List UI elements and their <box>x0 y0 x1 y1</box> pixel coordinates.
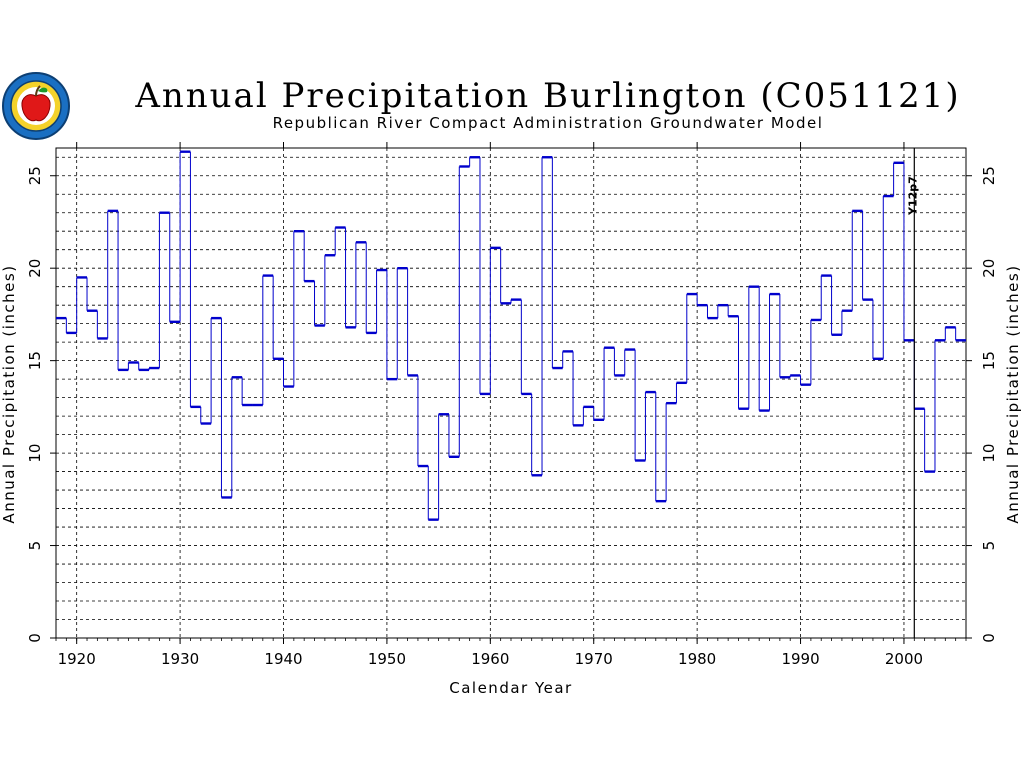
x-axis-label: Calendar Year <box>449 679 572 697</box>
y-tick-label-left: 10 <box>26 444 44 463</box>
marker-line-label: Y12p7 <box>906 176 919 216</box>
x-tick-label: 2000 <box>885 650 923 668</box>
x-tick-label: 1940 <box>264 650 302 668</box>
y-tick-label-right: 0 <box>980 633 998 643</box>
y-tick-label-left: 20 <box>26 259 44 278</box>
y-axis-label-right: Annual Precipitation (inches) <box>1004 264 1022 523</box>
y-axis-label-left: Annual Precipitation (inches) <box>0 264 18 523</box>
series-layer <box>56 150 966 521</box>
plot-frame <box>55 147 967 639</box>
y-tick-label-left: 15 <box>26 351 44 370</box>
y-tick-label-left: 5 <box>26 541 44 551</box>
rrca-logo <box>2 72 70 140</box>
y-tick-label-left: 25 <box>26 166 44 185</box>
chart-title: Annual Precipitation Burlington (C051121… <box>134 76 960 116</box>
x-tick-label: 1990 <box>781 650 819 668</box>
series-0 <box>56 150 966 521</box>
y-tick-label-right: 20 <box>980 259 998 278</box>
y-tick-label-right: 10 <box>980 444 998 463</box>
x-tick-label: 1920 <box>58 650 96 668</box>
x-tick-label: 1980 <box>678 650 716 668</box>
tick-layer: 1920 1930 1940 1950 1960 1970 1980 1990 2000 0 0 5 5… <box>26 142 998 668</box>
y-tick-label-left: 0 <box>26 633 44 643</box>
chart-subtitle: Republican River Compact Administration … <box>273 114 824 132</box>
x-tick-label: 1960 <box>471 650 509 668</box>
y-tick-label-right: 15 <box>980 351 998 370</box>
x-tick-label: 1930 <box>161 650 199 668</box>
marker-layer: Y12p7 <box>906 148 919 638</box>
y-tick-label-right: 5 <box>980 541 998 551</box>
x-tick-label: 1950 <box>368 650 406 668</box>
x-tick-label: 1970 <box>575 650 613 668</box>
grid-layer <box>56 148 966 638</box>
plot-border <box>55 147 967 639</box>
y-tick-label-right: 25 <box>980 166 998 185</box>
